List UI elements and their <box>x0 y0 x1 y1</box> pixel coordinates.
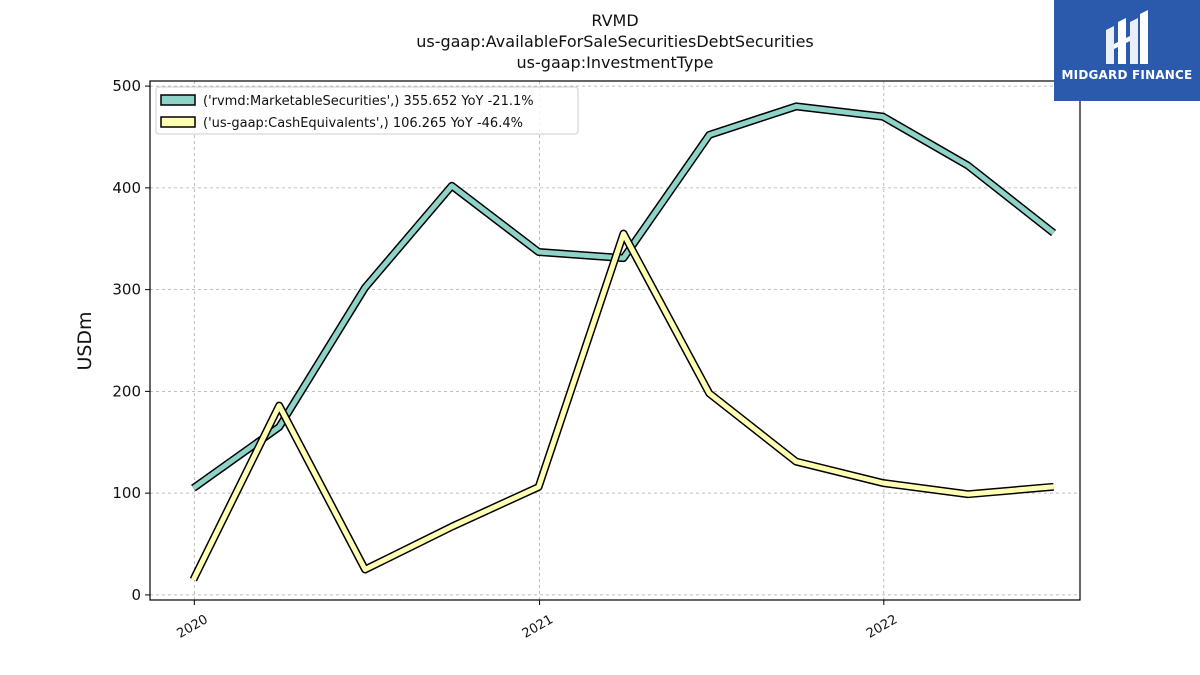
brand-logo: MIDGARD FINANCE <box>1054 0 1200 101</box>
logo-mark-icon <box>1106 10 1148 64</box>
y-tick-label: 300 <box>112 281 141 299</box>
legend: ('rvmd:MarketableSecurities',) 355.652 Y… <box>155 86 579 135</box>
y-tick-label: 400 <box>112 179 141 197</box>
x-tick-label: 2020 <box>175 612 211 642</box>
y-tick-label: 200 <box>112 382 141 400</box>
x-axis: 2020 2021 2022 <box>175 600 900 642</box>
series-line-outline <box>191 102 1057 492</box>
y-tick-label: 500 <box>112 77 141 95</box>
series-line <box>191 103 1056 491</box>
legend-label: ('us-gaap:CashEquivalents',) 106.265 YoY… <box>203 116 523 131</box>
chart-subtitle-1: us-gaap:AvailableForSaleSecuritiesDebtSe… <box>416 32 814 51</box>
chart-title: RVMD <box>591 11 639 30</box>
chart-subtitle-2: us-gaap:InvestmentType <box>516 53 714 72</box>
legend-swatch <box>160 94 196 106</box>
legend-label: ('rvmd:MarketableSecurities',) 355.652 Y… <box>203 94 534 109</box>
y-tick-label: 0 <box>131 586 141 604</box>
series-line <box>191 231 1054 581</box>
y-tick-label: 100 <box>112 484 141 502</box>
x-tick-label: 2021 <box>520 612 556 642</box>
logo-text: MIDGARD FINANCE <box>1061 68 1193 82</box>
plot-frame <box>149 80 1081 601</box>
legend-swatch <box>160 116 196 128</box>
x-tick-label: 2022 <box>864 612 900 642</box>
y-axis: 0 100 200 300 400 500 <box>112 77 150 604</box>
series-0 <box>191 102 1057 492</box>
grid <box>150 81 1080 600</box>
series-line-outline <box>189 229 1054 582</box>
y-axis-label: USDm <box>74 311 96 370</box>
series-1 <box>189 229 1054 582</box>
legend-box <box>155 86 579 135</box>
series-lines <box>189 102 1057 582</box>
